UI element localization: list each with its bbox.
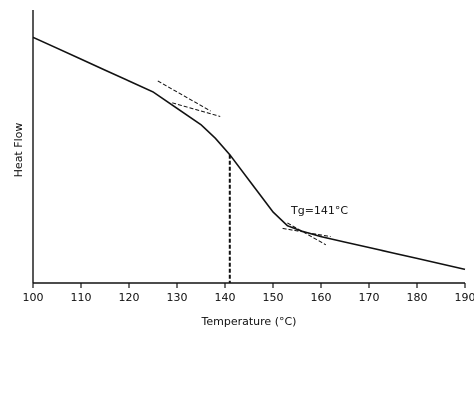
x-tick-label: 180 <box>407 291 428 304</box>
x-tick-label: 150 <box>263 291 284 304</box>
y-axis-title: Heat Flow <box>12 123 25 178</box>
x-tick-label: 190 <box>455 291 474 304</box>
tangent-line <box>157 80 211 112</box>
x-tick-label: 110 <box>71 291 92 304</box>
x-axis-title: Temperature (°C) <box>201 315 297 328</box>
x-tick-label: 100 <box>23 291 44 304</box>
tangent-line <box>287 222 327 246</box>
x-tick-label: 120 <box>119 291 140 304</box>
x-tick-label: 140 <box>215 291 236 304</box>
x-tick-label: 170 <box>359 291 380 304</box>
heat-flow-curve <box>32 36 466 271</box>
tangent-line <box>172 102 221 117</box>
x-tick-label: 160 <box>311 291 332 304</box>
tg-annotation: Tg=141°C <box>290 204 348 217</box>
tangent-lines <box>157 80 331 246</box>
axes <box>32 10 465 284</box>
x-tick-label: 130 <box>167 291 188 304</box>
x-ticks: 100 110 120 130 140 150 160 170 180 190 <box>23 283 474 304</box>
